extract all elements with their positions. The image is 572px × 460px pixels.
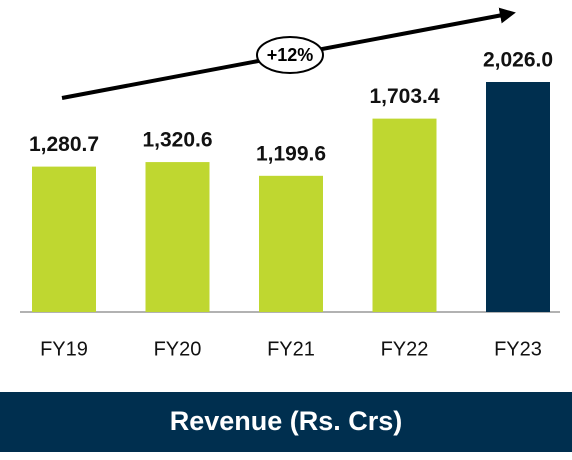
data-label: 2,026.0 (483, 49, 553, 72)
x-tick-label: FY20 (154, 338, 202, 360)
bar (259, 175, 323, 312)
data-label: 1,280.7 (29, 133, 99, 156)
x-tick-label: FY22 (381, 338, 429, 360)
x-tick-label: FY23 (494, 338, 542, 360)
annotation-bubble (256, 36, 324, 74)
x-tick-label: FY21 (267, 338, 315, 360)
bar (372, 118, 437, 313)
data-label: 1,703.4 (369, 85, 439, 108)
data-label: 1,199.6 (256, 142, 326, 165)
data-label: 1,320.6 (142, 129, 212, 152)
x-tick-label: FY19 (40, 338, 88, 360)
bar (486, 82, 550, 312)
chart-title: Revenue (Rs. Crs) (170, 406, 403, 436)
annotation: +12% (267, 45, 314, 65)
bar (145, 162, 210, 312)
title-banner (0, 392, 572, 452)
bar (32, 166, 96, 312)
